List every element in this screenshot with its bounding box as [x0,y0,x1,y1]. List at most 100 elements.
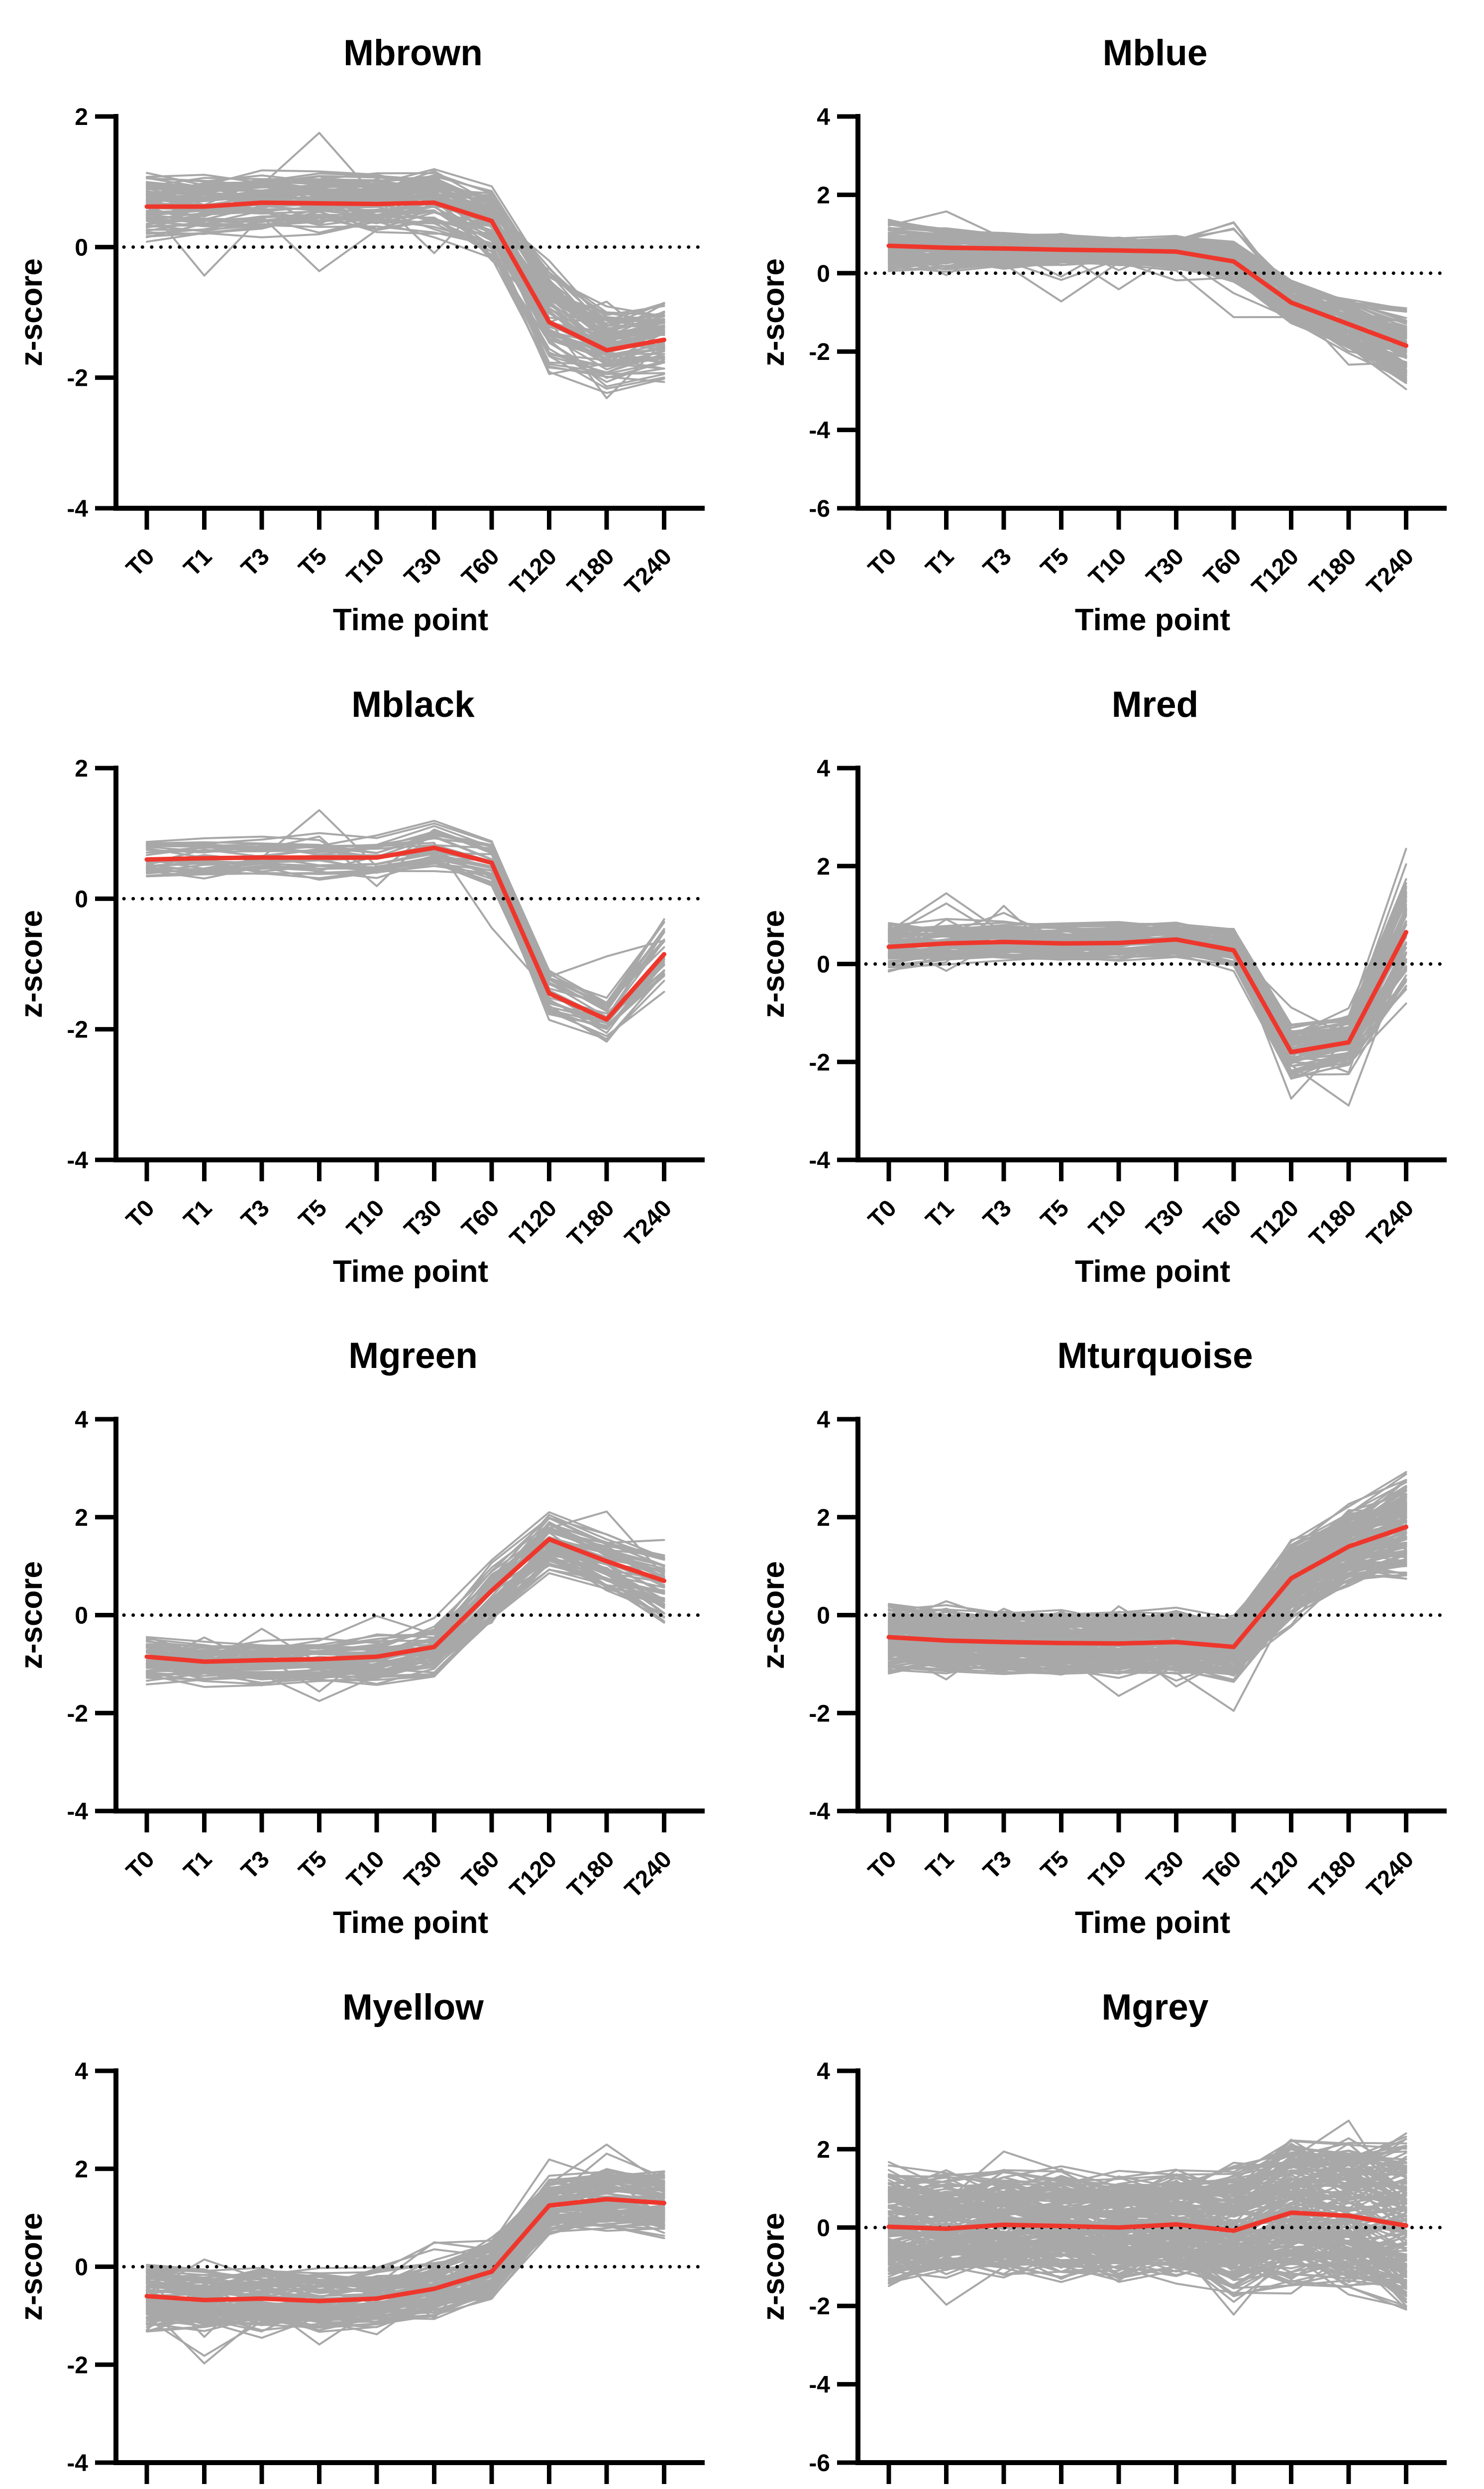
mean-line [886,929,1408,1054]
gray-ensemble-lines [888,1471,1407,1712]
gray-ensemble-lines [146,2143,665,2365]
y-tick-label: -4 [67,496,88,522]
y-tick-label: 0 [817,2215,830,2241]
x-axis-title: Time point [333,1906,488,1940]
x-axis-title: Time point [1075,603,1230,637]
x-tick-label: T3 [978,1846,1017,1884]
y-axis-title: z-score [756,2212,791,2320]
panel-mred: Mred 4 2 0 -2 -4 T0 T1 T3 T5 T10 T30 T60 T120 T180 T240… [742,652,1484,1303]
axes [95,1417,705,1832]
gray-ensemble-lines [146,1510,665,1702]
myellow-plot: 420-2-4T0T1T3T5T10T30T60T120T180T240Time… [14,2058,707,2484]
y-tick-label: -4 [67,1147,88,1174]
x-tick-label: T30 [399,1846,447,1894]
x-tick-label: T1 [179,1846,217,1884]
x-tick-label: T0 [121,1846,160,1884]
panel-mgreen: Mgreen 4 2 0 -2 -4 T0 T1 T3 T5 T10 T30 T60 T120 T180 T2… [0,1303,742,1954]
gray-ensemble-lines [888,210,1407,390]
x-tick-label: T120 [1247,1195,1304,1252]
panel-title: Mturquoise [1057,1336,1253,1376]
axes [837,765,1447,1181]
y-tick-label: 4 [817,104,830,130]
axes [95,2068,705,2484]
x-tick-label: T240 [1362,543,1419,600]
axes [837,1417,1447,1832]
mgreen-plot: 4 2 0 -2 -4 T0 T1 T3 T5 T10 T30 T60 T120 T180 T240 Time… [14,1407,707,1940]
x-tick-label: T60 [1199,1846,1247,1894]
mean-line [144,845,666,1021]
y-tick-label: -2 [809,1700,830,1727]
y-tick-label: 2 [75,756,88,782]
y-tick-label: 4 [817,756,830,782]
x-tick-label: T30 [1141,543,1189,591]
y-tick-label: -2 [809,2293,830,2320]
x-tick-label: T240 [620,1195,677,1252]
x-tick-label: T240 [1362,1195,1419,1252]
x-tick-label: T120 [505,543,562,600]
x-tick-label: T120 [1247,543,1304,600]
y-tick-label: -6 [809,496,830,522]
y-tick-label: -4 [809,1799,830,1825]
x-tick-label: T60 [457,543,505,591]
x-tick-label: T60 [1199,1195,1247,1243]
x-tick-label: T120 [505,1195,562,1252]
x-tick-label: T0 [863,543,902,581]
y-tick-label: 2 [817,853,830,880]
x-tick-label: T240 [620,543,677,600]
y-tick-label: -4 [809,2372,830,2398]
y-axis-title: z-score [756,258,791,366]
x-tick-label: T5 [1036,1195,1074,1233]
y-tick-label: -2 [67,1700,88,1727]
y-tick-label: 4 [75,1407,88,1433]
x-tick-label: T0 [863,1195,902,1233]
x-tick-label: T180 [1304,1195,1362,1252]
y-tick-label: -4 [809,418,830,444]
x-tick-label: T60 [1199,543,1247,591]
y-tick-label: -4 [67,1799,88,1825]
x-tick-label: T60 [457,1846,505,1894]
gray-ensemble-lines [146,131,665,399]
x-axis-title: Time point [333,603,488,637]
x-tick-label: T3 [236,1846,275,1884]
y-tick-label: -2 [67,2352,88,2378]
x-axis-title: Time point [333,1254,488,1289]
y-tick-label: -2 [67,365,88,392]
panel-mblue: Mblue 4 2 0 -2 -4 -6 T0 T1 T3 T5 T10 T30 T60 T120 T180 T… [742,0,1484,652]
x-tick-label: T1 [179,1195,217,1233]
y-axis-title: z-score [14,1561,49,1669]
axes [95,765,705,1181]
x-tick-label: T180 [1304,1846,1362,1903]
gray-ensemble-lines [888,2119,1407,2316]
y-axis-title: z-score [756,1561,791,1669]
mblack-plot: 2 0 -2 -4 T0 T1 T3 T5 T10 T30 T60 T120 T180 T240 Time … [14,756,707,1289]
mean-line [886,243,1408,348]
x-tick-label: T10 [1084,1195,1132,1243]
axes [95,114,705,530]
mean-line [144,1537,666,1664]
mean-line [144,2196,666,2303]
x-tick-label: T1 [179,543,217,581]
y-tick-label: -4 [809,1147,830,1174]
x-tick-label: T30 [1141,1195,1189,1243]
x-tick-label: T1 [921,1195,959,1233]
x-tick-label: T10 [342,543,390,591]
x-tick-label: T180 [1304,543,1362,600]
y-tick-label: -2 [67,1017,88,1043]
y-tick-label: 4 [75,2058,88,2085]
y-tick-label: -4 [67,2450,88,2477]
x-axis-title: Time point [1075,1254,1230,1289]
y-tick-label: 0 [75,234,88,261]
mean-line [144,200,666,353]
panel-mturquoise: Mturquoise 4 2 0 -2 -4 T0 T1 T3 T5 T10 T30 T60 T120 T1… [742,1303,1484,1954]
x-tick-label: T3 [978,1195,1017,1233]
panel-title: Mred [1111,684,1199,725]
y-tick-label: -6 [809,2450,830,2477]
axes [837,2068,1447,2484]
x-tick-label: T180 [562,543,620,600]
x-tick-label: T3 [236,1195,275,1233]
panel-title: Mbrown [343,33,483,73]
y-tick-label: 2 [817,1505,830,1531]
x-tick-label: T10 [1084,543,1132,591]
panel-title: Mgreen [348,1336,478,1376]
y-tick-label: 0 [75,886,88,912]
